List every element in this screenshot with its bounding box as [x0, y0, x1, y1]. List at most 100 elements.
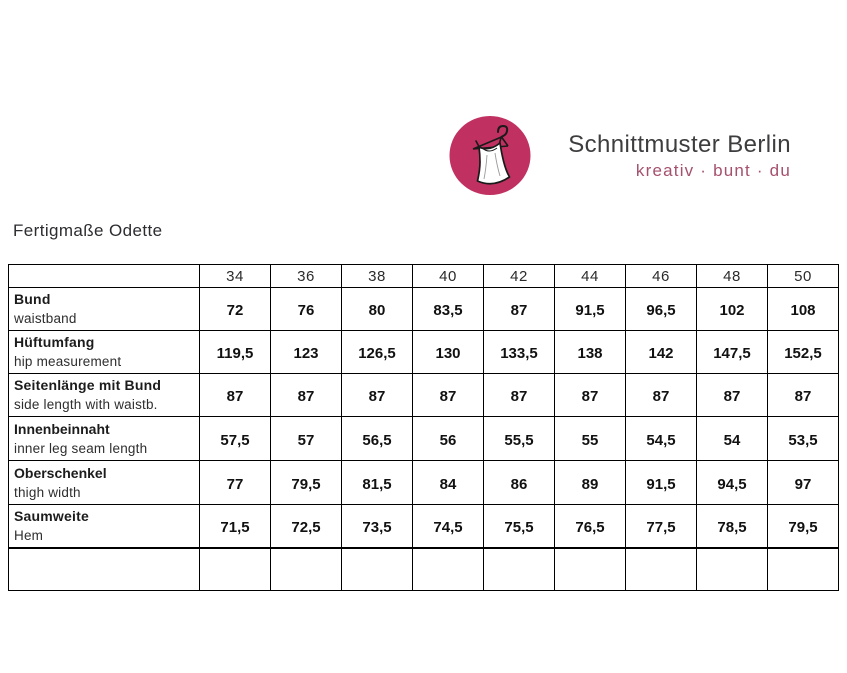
value-cell: 147,5 [696, 330, 768, 374]
value-cell: 91,5 [554, 287, 626, 331]
size-header-empty-cell [8, 264, 200, 288]
value-cell: 57 [270, 416, 342, 461]
value-cell: 74,5 [412, 504, 484, 549]
empty-cell [483, 547, 555, 591]
value-cell: 87 [696, 373, 768, 417]
value-cell: 79,5 [270, 460, 342, 505]
value-cell: 71,5 [199, 504, 271, 549]
row-label-de: Bund [14, 291, 51, 307]
dress-on-hanger-icon [449, 116, 531, 195]
empty-label-cell [8, 547, 200, 591]
table-row: Bund waistband 72 76 80 83,5 87 91,5 96,5 102 108 [8, 287, 839, 331]
value-cell: 87 [483, 287, 555, 331]
value-cell: 102 [696, 287, 768, 331]
empty-cell [412, 547, 484, 591]
value-cell: 87 [341, 373, 413, 417]
value-cell: 57,5 [199, 416, 271, 461]
value-cell: 80 [341, 287, 413, 331]
value-cell: 86 [483, 460, 555, 505]
value-cell: 77,5 [625, 504, 697, 549]
row-label-en: side length with waistb. [14, 397, 158, 412]
row-label-de: Oberschenkel [14, 464, 107, 481]
value-cell: 89 [554, 460, 626, 505]
value-cell: 130 [412, 330, 484, 374]
empty-cell [554, 547, 626, 591]
row-label: Oberschenkel thigh width [8, 460, 200, 505]
empty-cell [199, 547, 271, 591]
value-cell: 87 [554, 373, 626, 417]
empty-cell [625, 547, 697, 591]
measurement-table: 34 36 38 40 42 44 46 48 50 Bund waistband 72 76 80 83,… [8, 264, 839, 591]
size-header-36: 36 [270, 264, 342, 288]
row-label-de: Hüftumfang [14, 334, 95, 350]
value-cell: 87 [199, 373, 271, 417]
size-header-40: 40 [412, 264, 484, 288]
value-cell: 133,5 [483, 330, 555, 374]
row-label-en: waistband [14, 311, 77, 326]
value-cell: 83,5 [412, 287, 484, 331]
brand-tagline: kreativ · bunt · du [635, 161, 791, 180]
value-cell: 138 [554, 330, 626, 374]
empty-cell [341, 547, 413, 591]
table-row: Seitenlänge mit Bund side length with wai… [8, 373, 839, 417]
value-cell: 126,5 [341, 330, 413, 374]
value-cell: 75,5 [483, 504, 555, 549]
value-cell: 97 [767, 460, 839, 505]
table-row: Saumweite Hem 71,5 72,5 73,5 74,5 75,5 76,5 77,5… [8, 504, 839, 549]
row-label: Seitenlänge mit Bund side length with wai… [8, 373, 200, 417]
row-label: Saumweite Hem [8, 504, 200, 549]
row-label: Bund waistband [8, 287, 200, 331]
value-cell: 56,5 [341, 416, 413, 461]
table-row: Oberschenkel thigh width 77 79,5 81,5 84 86 89 9… [8, 460, 839, 505]
value-cell: 119,5 [199, 330, 271, 374]
empty-row [8, 547, 839, 591]
value-cell: 55 [554, 416, 626, 461]
value-cell: 91,5 [625, 460, 697, 505]
value-cell: 78,5 [696, 504, 768, 549]
page-title: Fertigmaße Odette [13, 221, 163, 240]
size-header-44: 44 [554, 264, 626, 288]
row-label-de: Innenbeinnaht [14, 420, 110, 437]
value-cell: 54 [696, 416, 768, 461]
value-cell: 87 [767, 373, 839, 417]
empty-cell [270, 547, 342, 591]
size-header-48: 48 [696, 264, 768, 288]
row-label-en: inner leg seam length [14, 440, 148, 456]
size-header-row: 34 36 38 40 42 44 46 48 50 [8, 264, 839, 288]
value-cell: 55,5 [483, 416, 555, 461]
value-cell: 81,5 [341, 460, 413, 505]
size-header-50: 50 [767, 264, 839, 288]
value-cell: 53,5 [767, 416, 839, 461]
value-cell: 73,5 [341, 504, 413, 549]
value-cell: 142 [625, 330, 697, 374]
value-cell: 87 [483, 373, 555, 417]
size-header-42: 42 [483, 264, 555, 288]
value-cell: 87 [625, 373, 697, 417]
value-cell: 77 [199, 460, 271, 505]
row-label: Hüftumfang hip measurement [8, 330, 200, 374]
brand-logo [449, 115, 531, 196]
size-header-38: 38 [341, 264, 413, 288]
brand-name: Schnittmuster Berlin [568, 131, 791, 158]
value-cell: 76,5 [554, 504, 626, 549]
empty-cell [696, 547, 768, 591]
row-label-de: Seitenlänge mit Bund [14, 377, 162, 393]
empty-cell [767, 547, 839, 591]
row-label-de: Saumweite [14, 508, 89, 524]
value-cell: 123 [270, 330, 342, 374]
value-cell: 56 [412, 416, 484, 461]
value-cell: 87 [270, 373, 342, 417]
value-cell: 54,5 [625, 416, 697, 461]
value-cell: 87 [412, 373, 484, 417]
value-cell: 79,5 [767, 504, 839, 549]
value-cell: 94,5 [696, 460, 768, 505]
row-label: Innenbeinnaht inner leg seam length [8, 416, 200, 461]
value-cell: 108 [767, 287, 839, 331]
table-row: Innenbeinnaht inner leg seam length 57,5 57… [8, 416, 839, 461]
value-cell: 152,5 [767, 330, 839, 374]
value-cell: 72,5 [270, 504, 342, 549]
size-header-34: 34 [199, 264, 271, 288]
value-cell: 72 [199, 287, 271, 331]
value-cell: 76 [270, 287, 342, 331]
